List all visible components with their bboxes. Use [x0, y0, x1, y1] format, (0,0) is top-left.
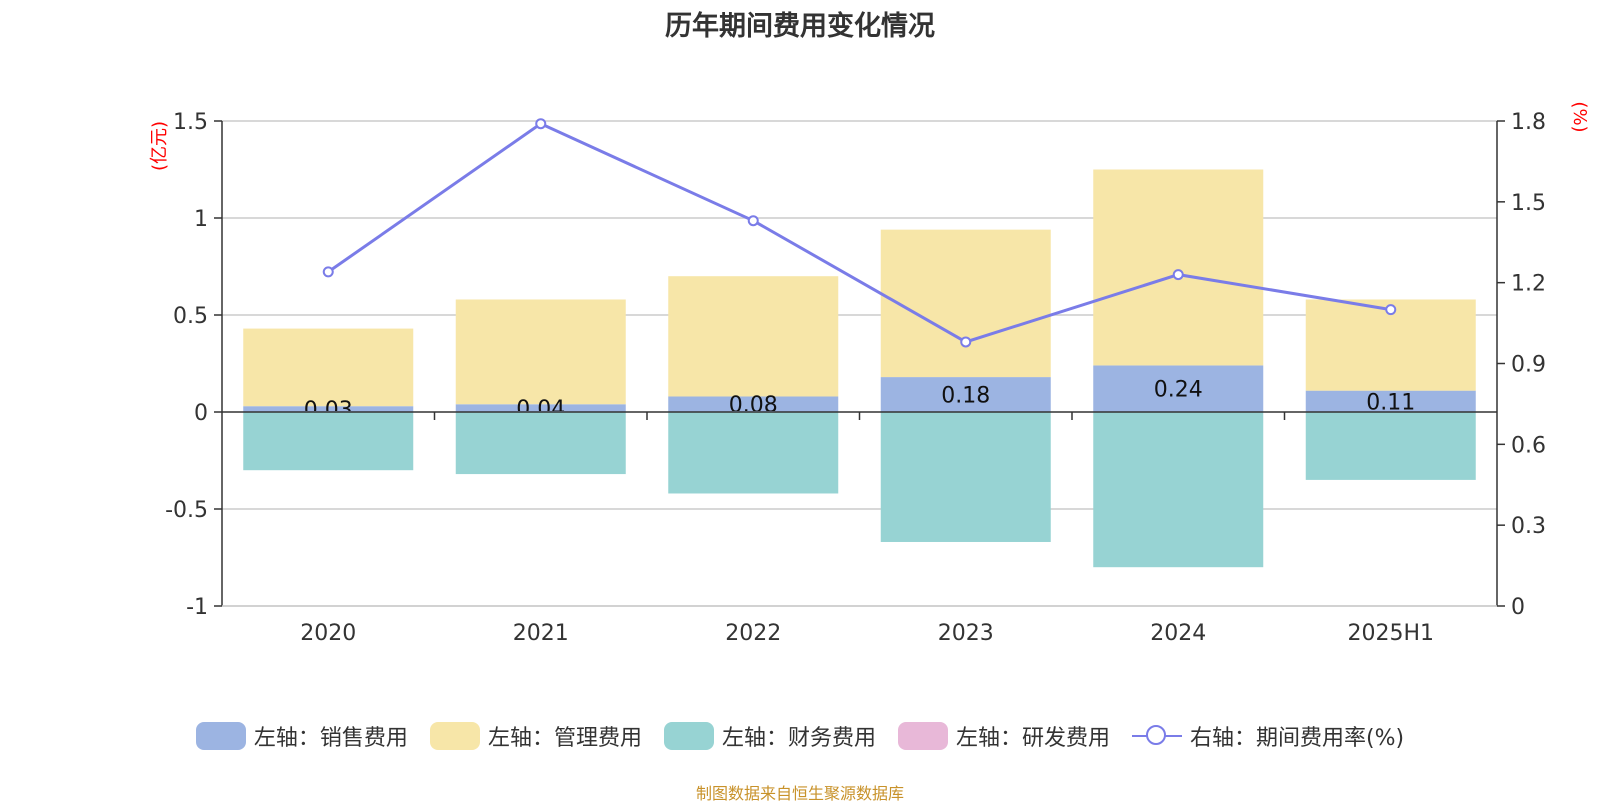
expense-rate-point [322, 266, 334, 278]
right-tick-label: 0.6 [1511, 433, 1546, 458]
expense-rate-point [960, 336, 972, 348]
category-label: 2024 [1150, 621, 1206, 646]
left-tick-label: 1.5 [173, 110, 208, 135]
right-tick-label: 1.5 [1511, 191, 1546, 216]
bar-finance-expense [1305, 412, 1476, 480]
right-tick-label: 0 [1511, 595, 1525, 620]
category-label: 2021 [513, 621, 569, 646]
legend-item[interactable]: 左轴：财务费用 [663, 720, 876, 752]
bar-sales-expense [1305, 390, 1476, 412]
legend-line-marker [1131, 722, 1182, 750]
category-label: 2023 [938, 621, 994, 646]
data-source-note: 制图数据来自恒生聚源数据库 [695, 784, 904, 803]
chart-legend: 左轴：销售费用 左轴：管理费用 左轴：财务费用 左轴：研发费用 右轴：期间费用率(%) [0, 720, 1600, 752]
expense-rate-point [1385, 304, 1397, 316]
legend-swatch [897, 722, 948, 750]
legend-item[interactable]: 左轴：管理费用 [429, 720, 642, 752]
expense-rate-point [1172, 269, 1184, 281]
left-tick-label: -1 [186, 595, 208, 620]
chart-canvas: 1.5 1 0.5 0 -0.5 -1 1.8 1.5 1.2 0.9 0.6 0.3 0 (亿元) (%)… [149, 101, 1590, 646]
bar-sales-expense [668, 396, 839, 412]
sales-data-label: 0.18 [941, 384, 990, 409]
expense-rate-line [327, 121, 1391, 344]
sales-data-label: 0.04 [516, 397, 565, 422]
bar-sales-expense [243, 406, 414, 412]
bar-admin-expense [243, 328, 414, 407]
right-tick-label: 0.9 [1511, 353, 1546, 378]
legend-swatch [195, 722, 246, 750]
legend-label: 左轴：管理费用 [487, 726, 642, 751]
category-label: 2020 [300, 621, 356, 646]
bar-finance-expense [455, 412, 626, 475]
legend-label: 左轴：销售费用 [253, 726, 408, 751]
legend-item[interactable]: 左轴：销售费用 [195, 720, 408, 752]
right-tick-label: 0.3 [1511, 514, 1546, 539]
sales-data-label: 0.08 [729, 393, 778, 418]
legend-label: 左轴：财务费用 [721, 726, 876, 751]
left-tick-label: 0.5 [173, 304, 208, 329]
category-label: 2022 [725, 621, 781, 646]
expense-rate-point [535, 118, 547, 130]
bar-admin-expense [455, 299, 626, 405]
legend-swatch [429, 722, 480, 750]
legend-swatch [663, 722, 714, 750]
bar-sales-expense [1093, 365, 1264, 412]
right-tick-label: 1.8 [1511, 110, 1546, 135]
legend-label: 右轴：期间费用率(%) [1189, 726, 1405, 751]
bar-sales-expense [880, 377, 1051, 412]
sales-data-label: 0.11 [1366, 390, 1415, 415]
bar-finance-expense [1093, 412, 1264, 568]
left-axis-unit: (亿元) [149, 121, 170, 171]
expense-rate-point [747, 215, 759, 227]
sales-data-label: 0.24 [1154, 378, 1203, 403]
sales-data-label: 0.03 [304, 398, 353, 423]
left-tick-label: -0.5 [165, 498, 208, 523]
left-tick-label: 0 [194, 401, 208, 426]
bar-admin-expense [1093, 169, 1264, 366]
legend-item[interactable]: 左轴：研发费用 [897, 720, 1110, 752]
bar-admin-expense [880, 229, 1051, 378]
category-label: 2025H1 [1347, 621, 1434, 646]
chart-title: 历年期间费用变化情况 [665, 11, 935, 42]
bar-finance-expense [243, 412, 414, 471]
right-tick-label: 1.2 [1511, 272, 1546, 297]
bar-finance-expense [668, 412, 839, 494]
bar-finance-expense [880, 412, 1051, 542]
bar-admin-expense [668, 276, 839, 397]
right-axis-unit: (%) [1569, 101, 1590, 132]
legend-label: 左轴：研发费用 [955, 726, 1110, 751]
left-tick-label: 1 [194, 207, 208, 232]
bar-sales-expense [455, 404, 626, 412]
legend-item[interactable]: 右轴：期间费用率(%) [1131, 720, 1405, 752]
